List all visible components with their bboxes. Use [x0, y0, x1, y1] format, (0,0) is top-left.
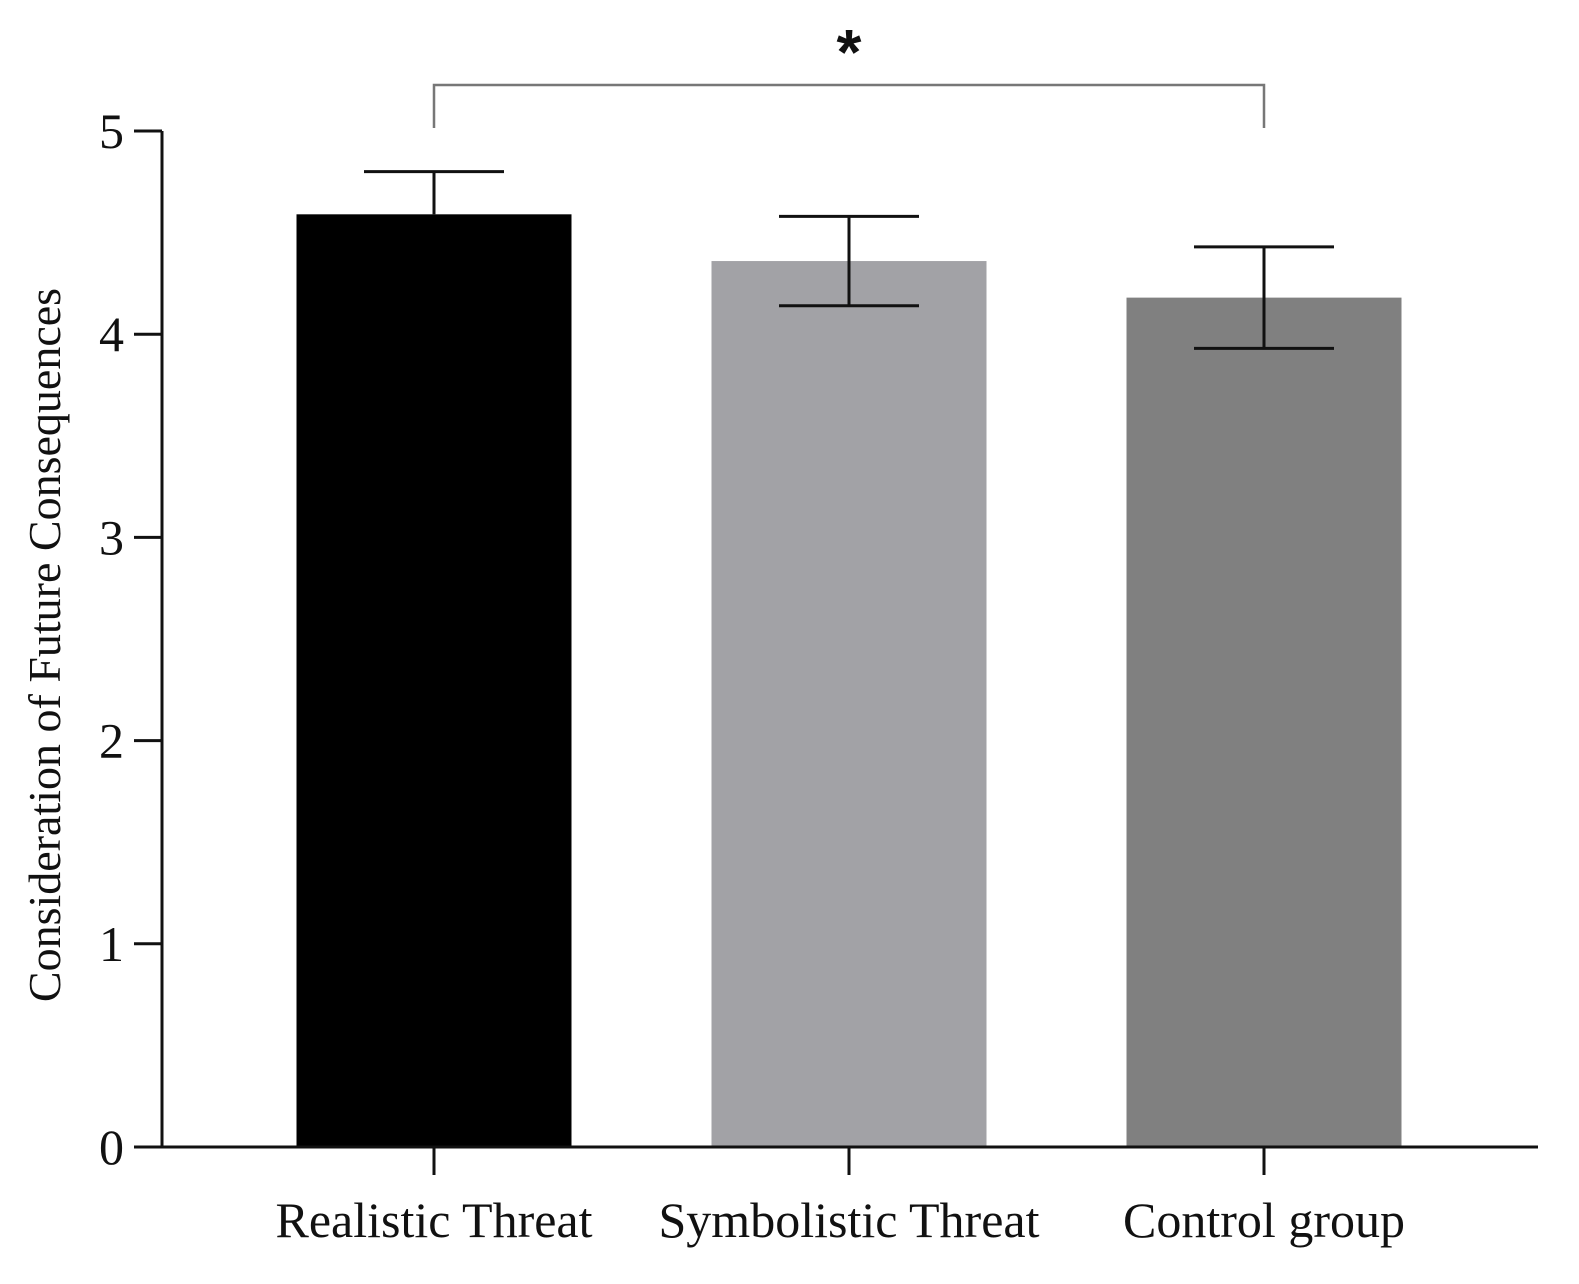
- bar: [1126, 297, 1402, 1147]
- x-tick-label: Realistic Threat: [275, 1192, 592, 1248]
- y-tick-label: 3: [99, 509, 124, 565]
- x-tick-label: Control group: [1123, 1192, 1405, 1248]
- y-tick-label: 2: [99, 713, 124, 769]
- y-tick-label: 4: [99, 306, 124, 362]
- bar: [711, 261, 987, 1148]
- y-tick-label: 5: [99, 103, 124, 159]
- bars-layer: [296, 214, 1402, 1148]
- significance-marker: *: [837, 16, 862, 88]
- significance-bracket-line: [432, 83, 1266, 128]
- y-tick-label: 0: [99, 1119, 124, 1175]
- x-tick-label: Symbolistic Threat: [659, 1192, 1040, 1248]
- y-axis-title: Consideration of Future Consequences: [19, 288, 70, 1002]
- significance-bracket: *: [432, 16, 1266, 128]
- y-tick-label: 1: [99, 916, 124, 972]
- y-ticks-layer: 0 1 2 3 4 5: [99, 103, 162, 1175]
- bar: [296, 214, 572, 1147]
- error-bars-layer: [364, 170, 1334, 350]
- x-ticks-layer: Realistic Threat Symbolistic Threat Contro…: [275, 1147, 1405, 1248]
